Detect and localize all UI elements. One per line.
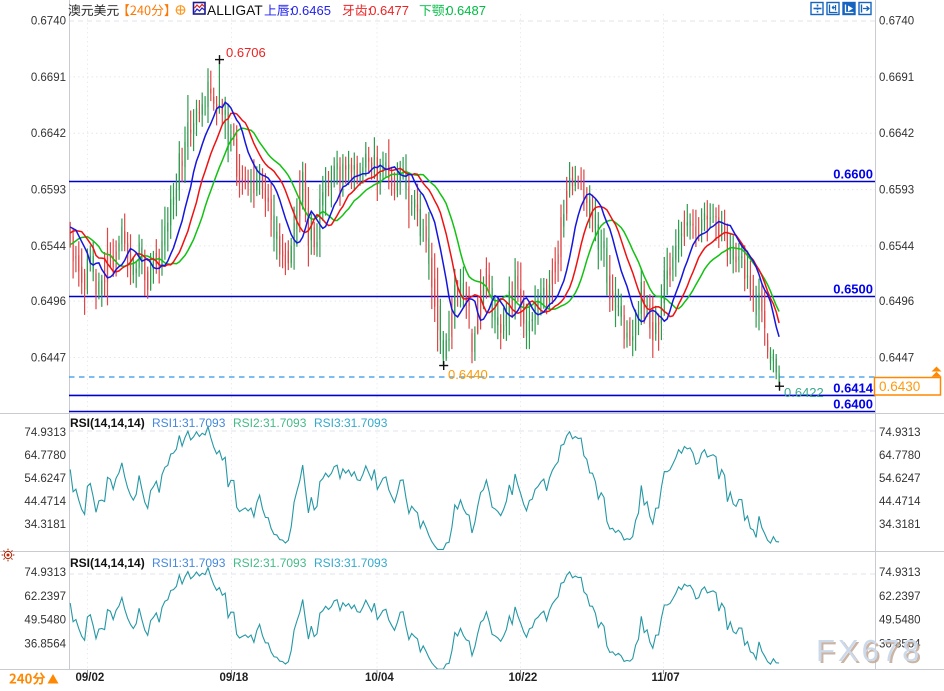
svg-text:54.6247: 54.6247 <box>879 473 921 485</box>
svg-text:44.4714: 44.4714 <box>24 496 66 508</box>
svg-text:0.6496: 0.6496 <box>879 296 914 308</box>
svg-text:RSI(14,14,14): RSI(14,14,14) <box>70 556 145 570</box>
svg-text:RSI1:31.7093: RSI1:31.7093 <box>152 416 226 430</box>
svg-text:49.5480: 49.5480 <box>24 615 66 627</box>
svg-text:FX678: FX678 <box>818 635 924 670</box>
svg-text:RSI1:31.7093: RSI1:31.7093 <box>152 556 226 570</box>
svg-text:74.9313: 74.9313 <box>879 567 921 579</box>
svg-text:RSI3:31.7093: RSI3:31.7093 <box>314 556 388 570</box>
svg-text:0.6544: 0.6544 <box>879 241 915 253</box>
svg-text:0.6642: 0.6642 <box>879 128 914 140</box>
svg-text:RSI3:31.7093: RSI3:31.7093 <box>314 416 388 430</box>
svg-text:64.7780: 64.7780 <box>879 450 921 462</box>
svg-text:36.8564: 36.8564 <box>879 638 921 650</box>
svg-text:62.2397: 62.2397 <box>24 591 66 603</box>
svg-text:74.9313: 74.9313 <box>24 427 66 439</box>
svg-text:0.6544: 0.6544 <box>31 241 67 253</box>
svg-text:RSI2:31.7093: RSI2:31.7093 <box>233 556 307 570</box>
svg-text:0.6740: 0.6740 <box>31 16 66 28</box>
svg-text:34.3181: 34.3181 <box>879 519 921 531</box>
svg-text:44.4714: 44.4714 <box>879 496 921 508</box>
svg-text:0.6500: 0.6500 <box>833 282 873 297</box>
svg-text:0.6642: 0.6642 <box>31 128 66 140</box>
svg-text:62.2397: 62.2397 <box>879 591 921 603</box>
svg-text:0.6496: 0.6496 <box>31 296 66 308</box>
svg-text:0.6414: 0.6414 <box>833 380 874 395</box>
svg-text:0.6593: 0.6593 <box>879 185 914 197</box>
svg-text:11/07: 11/07 <box>652 672 680 684</box>
svg-text:0.6440: 0.6440 <box>448 367 488 382</box>
svg-text:0.6691: 0.6691 <box>31 72 66 84</box>
svg-text:0.6600: 0.6600 <box>833 167 873 182</box>
svg-text:0.6465: 0.6465 <box>291 3 331 18</box>
svg-text:0.6706: 0.6706 <box>226 45 266 60</box>
svg-text:0.6447: 0.6447 <box>879 353 914 365</box>
svg-text:54.6247: 54.6247 <box>24 473 66 485</box>
svg-text:FX678: FX678 <box>816 633 922 668</box>
svg-text:0.6477: 0.6477 <box>369 3 409 18</box>
svg-text:RSI(14,14,14): RSI(14,14,14) <box>70 416 145 430</box>
svg-text:0.6740: 0.6740 <box>879 16 914 28</box>
svg-text:0.6487: 0.6487 <box>446 3 486 18</box>
svg-text:09/02: 09/02 <box>76 672 105 684</box>
svg-text:10/22: 10/22 <box>509 672 538 684</box>
svg-text:0.6430: 0.6430 <box>879 379 920 394</box>
svg-text:74.9313: 74.9313 <box>879 427 921 439</box>
svg-text:74.9313: 74.9313 <box>24 567 66 579</box>
svg-text:49.5480: 49.5480 <box>879 615 921 627</box>
svg-text:0.6422: 0.6422 <box>784 385 824 400</box>
svg-text:10/04: 10/04 <box>365 672 394 684</box>
svg-text:0.6593: 0.6593 <box>31 185 66 197</box>
svg-text:34.3181: 34.3181 <box>24 519 66 531</box>
svg-text:36.8564: 36.8564 <box>24 638 66 650</box>
svg-text:0.6447: 0.6447 <box>31 353 66 365</box>
svg-text:64.7780: 64.7780 <box>24 450 66 462</box>
svg-text:09/18: 09/18 <box>220 672 249 684</box>
svg-text:0.6691: 0.6691 <box>879 72 914 84</box>
svg-text:RSI2:31.7093: RSI2:31.7093 <box>233 416 307 430</box>
svg-text:ALLIGAT: ALLIGAT <box>207 3 263 18</box>
svg-text:0.6400: 0.6400 <box>833 397 873 412</box>
